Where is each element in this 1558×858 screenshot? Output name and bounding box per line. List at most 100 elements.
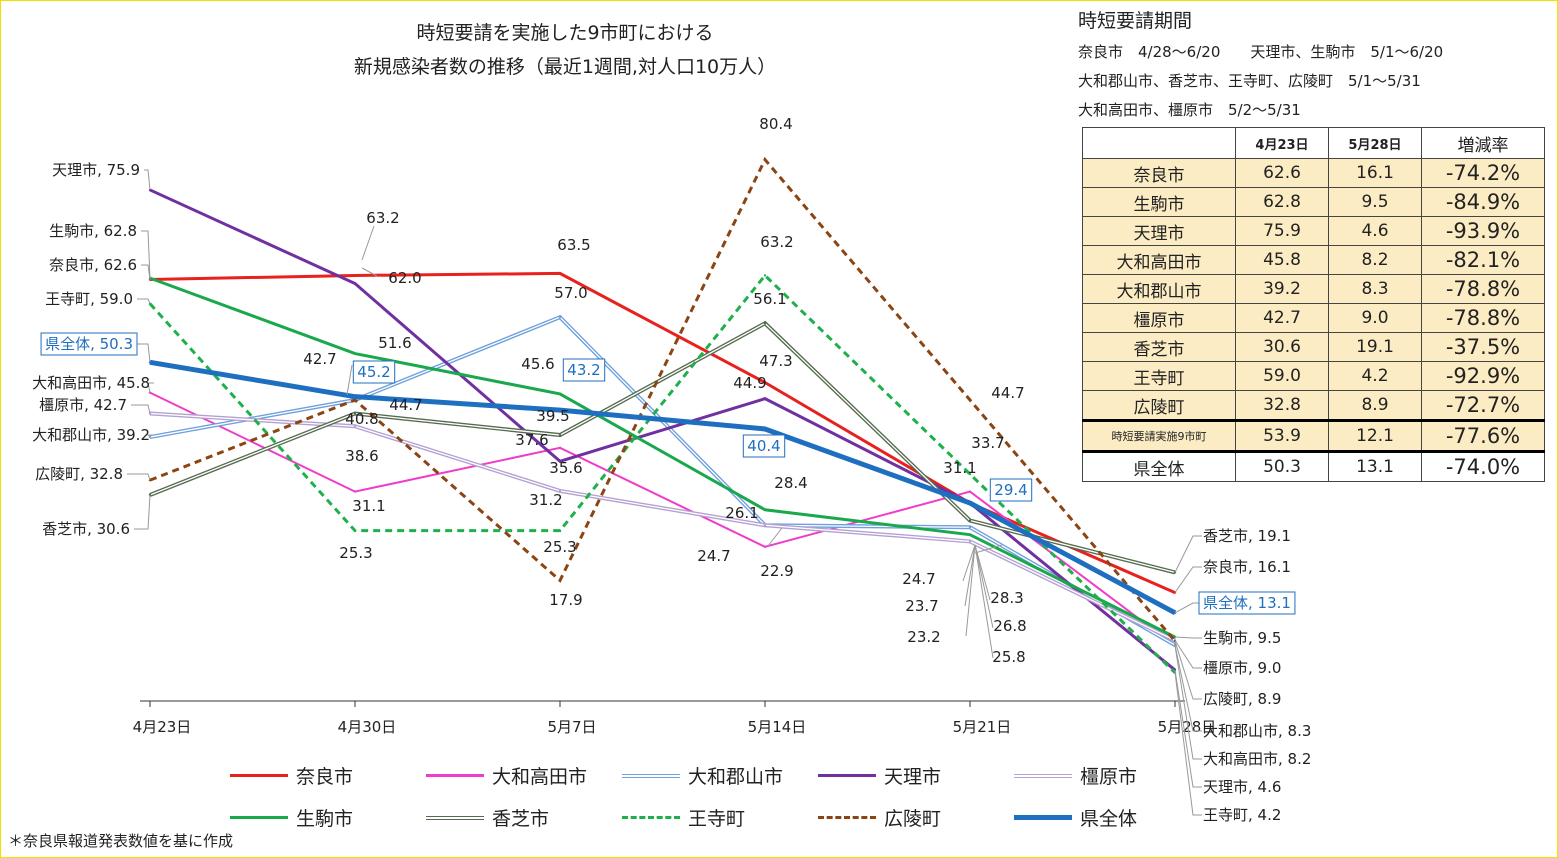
table-cell-v2: 12.1: [1328, 419, 1422, 453]
series-line: [149, 156, 1177, 643]
table-cell-city: 天理市: [1082, 216, 1236, 246]
table-cell-v1: 62.6: [1235, 158, 1329, 188]
data-point: [968, 533, 972, 536]
legend-label: 橿原市: [1080, 766, 1138, 788]
data-label: 44.7: [389, 396, 422, 414]
table-cell-rate: -93.9%: [1421, 216, 1545, 246]
table-cell-rate: -72.7%: [1421, 390, 1545, 421]
data-point: [968, 540, 972, 543]
start-label: 大和郡山市, 39.2: [32, 426, 150, 444]
legend-swatch: [622, 773, 680, 778]
table-row: 広陵町 32.8 8.9 -72.7%: [1082, 390, 1545, 421]
leader-line: [1174, 645, 1202, 760]
leader-line: [131, 404, 151, 414]
table-row: 橿原市 42.7 9.0 -78.8%: [1082, 303, 1545, 333]
data-point: [353, 398, 357, 402]
data-point: [968, 519, 972, 522]
end-label: 香芝市, 19.1: [1203, 527, 1291, 545]
table-cell-v1: 30.6: [1235, 332, 1329, 362]
data-label: 44.9: [733, 374, 766, 392]
data-point: [968, 526, 972, 529]
legend-swatch: [230, 816, 288, 819]
table-cell-city: 県全体: [1082, 451, 1236, 482]
table-cell-v2: 16.1: [1328, 158, 1422, 188]
leader-line: [346, 364, 353, 396]
table-cell-v1: 50.3: [1235, 451, 1329, 482]
table-header-cell: [1082, 127, 1236, 159]
period-heading: 時短要請期間: [1078, 10, 1193, 32]
x-tick-label: 4月23日: [133, 718, 192, 736]
data-point: [968, 490, 972, 493]
leader-line: [134, 494, 151, 530]
table-cell-v1: 39.2: [1235, 274, 1329, 304]
end-label: 王寺町, 4.2: [1203, 806, 1281, 824]
data-label: 25.8: [992, 648, 1025, 666]
leader-line: [137, 343, 151, 363]
table-cell-v1: 59.0: [1235, 361, 1329, 391]
data-label: 24.7: [697, 547, 730, 565]
data-label: 43.2: [567, 361, 600, 379]
start-label: 天理市, 75.9: [52, 161, 140, 179]
data-label: 31.1: [943, 459, 976, 477]
data-point: [148, 493, 152, 497]
data-point: [763, 545, 767, 549]
table-cell-rate: -92.9%: [1421, 361, 1545, 391]
footnote: ＊奈良県報道発表数値を基に作成: [8, 832, 234, 850]
data-point: [353, 282, 357, 285]
data-label: 40.4: [747, 437, 780, 455]
table-header-row: 4月23日 5月28日 増減率: [1082, 127, 1545, 159]
leader-line: [964, 544, 976, 607]
table-cell-v1: 32.8: [1235, 390, 1329, 421]
data-label: 33.7: [971, 434, 1004, 452]
end-label: 広陵町, 8.9: [1203, 690, 1281, 708]
table-cell-city: 生駒市: [1082, 187, 1236, 217]
data-point: [353, 425, 357, 428]
legend-label: 大和郡山市: [688, 766, 784, 788]
leader-line: [962, 544, 976, 582]
data-point: [558, 529, 562, 532]
data-label: 57.0: [554, 284, 587, 302]
data-label: 62.0: [388, 269, 421, 287]
table-cell-rate: -84.9%: [1421, 187, 1545, 217]
leader-line: [147, 382, 154, 393]
table-cell-city: 橿原市: [1082, 303, 1236, 333]
start-label: 県全体, 50.3: [45, 335, 133, 353]
data-point: [558, 433, 562, 437]
legend-item: 香芝市: [426, 804, 549, 831]
leader-line: [1174, 645, 1202, 732]
table-cell-v2: 8.9: [1328, 390, 1422, 421]
legend-label: 天理市: [884, 766, 942, 788]
data-label: 24.7: [902, 570, 935, 588]
leader-line: [974, 544, 994, 659]
table-cell-city: 時短要請実施9市町: [1082, 419, 1236, 453]
leader-line: [974, 544, 994, 629]
table-cell-v2: 13.1: [1328, 451, 1422, 482]
data-label: 45.6: [521, 355, 554, 373]
data-label: 28.3: [990, 589, 1023, 607]
legend-item: 王寺町: [622, 804, 745, 831]
legend-swatch: [1014, 773, 1072, 778]
leader-line: [137, 298, 151, 304]
leader-line: [1174, 640, 1202, 700]
data-label: 17.9: [549, 591, 582, 609]
legend-swatch: [426, 815, 484, 820]
legend-swatch: [818, 774, 876, 777]
data-point: [558, 392, 562, 396]
leader-line: [965, 544, 976, 637]
series-line-core: [149, 322, 1176, 574]
series-line: [149, 359, 1177, 615]
data-label: 31.1: [352, 497, 385, 515]
start-label: 生駒市, 62.8: [49, 222, 137, 240]
data-point: [558, 489, 562, 493]
summary-table: 4月23日 5月28日 増減率 奈良市 62.6 16.1 -74.2% 生駒市 62.8…: [1082, 127, 1545, 482]
start-label: 橿原市, 42.7: [39, 396, 127, 414]
legend-label: 王寺町: [688, 808, 746, 830]
leader-line: [1174, 602, 1202, 614]
data-label: 47.3: [759, 352, 792, 370]
end-label: 大和高田市, 8.2: [1203, 750, 1311, 768]
table-cell-v1: 45.8: [1235, 245, 1329, 275]
table-row: 天理市 75.9 4.6 -93.9%: [1082, 216, 1545, 246]
period-info: 時短要請期間 奈良市 4/28～6/20 天理市、生駒市 5/1～6/20 大和…: [1078, 6, 1538, 128]
end-label: 生駒市, 9.5: [1203, 629, 1281, 647]
